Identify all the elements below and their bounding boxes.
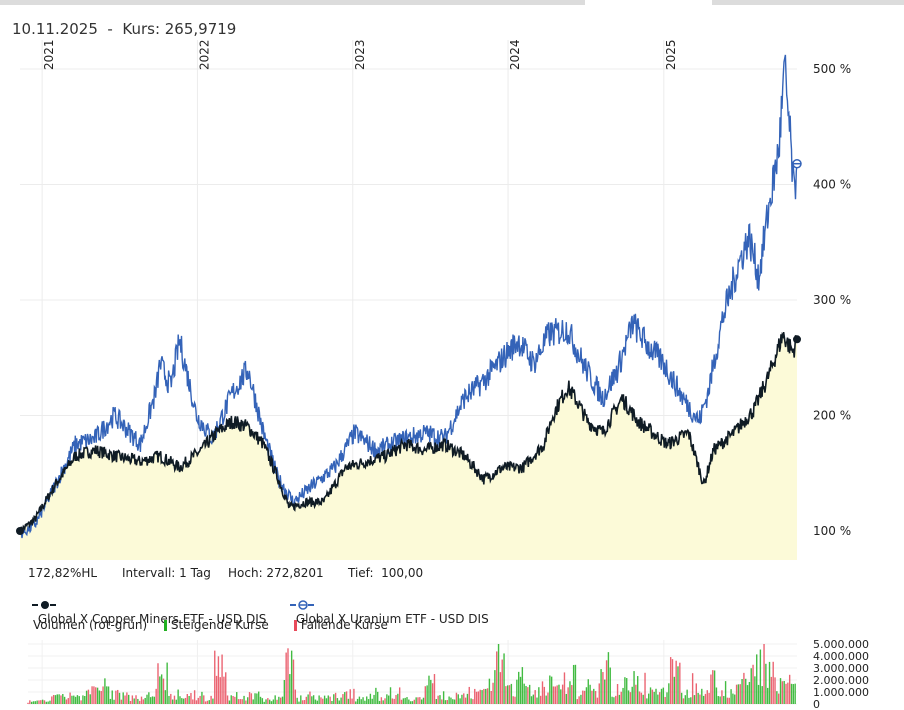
legend-copper-label: Global X Copper Miners ETF - USD DIS	[37, 611, 267, 626]
y-tick-label: 500 %	[813, 62, 851, 76]
x-tick-label: 2023	[353, 39, 367, 70]
y-tick-label: 400 %	[813, 178, 851, 192]
stat-hl: 172,82%HL	[28, 566, 98, 580]
volume-tick-label: 5.000.000	[813, 638, 869, 651]
volume-up-label: Steigende Kurse	[170, 618, 269, 632]
stat-interval: Intervall: 1 Tag	[122, 566, 211, 580]
volume-legend-down: Fallende Kurse	[294, 618, 388, 632]
volume-legend-up: Steigende Kurse	[164, 618, 269, 632]
legend-uranium[interactable]: Global X Uranium ETF - USD DIS	[286, 583, 489, 626]
legend-uranium-label: Global X Uranium ETF - USD DIS	[295, 611, 489, 626]
stat-low: Tief: 100,00	[348, 566, 424, 580]
up-swatch-icon	[164, 620, 167, 631]
legend-copper[interactable]: Global X Copper Miners ETF - USD DIS	[28, 583, 266, 626]
x-tick-label: 2021	[42, 39, 56, 70]
chart-title: 10.11.2025 - Kurs: 265,9719	[12, 20, 237, 38]
top-bar-left	[0, 0, 585, 5]
x-tick-label: 2022	[197, 39, 211, 70]
y-tick-label: 300 %	[813, 293, 851, 307]
legend-copper-marker-icon	[31, 600, 58, 609]
stat-high: Hoch: 272,8201	[228, 566, 324, 580]
volume-tick-label: 1.000.000	[813, 686, 869, 699]
volume-title: Volumen (rot-grün)	[33, 618, 148, 632]
volume-tick-label: 0	[813, 698, 820, 710]
x-tick-label: 2025	[664, 39, 678, 70]
copper-area-fill	[20, 332, 797, 560]
legend-uranium-marker-icon	[289, 599, 316, 610]
uranium-line	[19, 54, 798, 539]
top-bar-right	[712, 0, 904, 5]
volume-down-label: Fallende Kurse	[300, 618, 388, 632]
down-swatch-icon	[294, 620, 297, 631]
copper-line	[19, 331, 798, 535]
volume-tick-label: 3.000.000	[813, 662, 869, 675]
volume-tick-label: 4.000.000	[813, 650, 869, 663]
copper-end-marker	[793, 335, 801, 344]
y-tick-label: 100 %	[813, 524, 851, 538]
y-tick-label: 200 %	[813, 409, 851, 423]
volume-tick-label: 2.000.000	[813, 674, 869, 687]
copper-start-marker	[16, 527, 24, 535]
x-tick-label: 2024	[508, 39, 522, 70]
